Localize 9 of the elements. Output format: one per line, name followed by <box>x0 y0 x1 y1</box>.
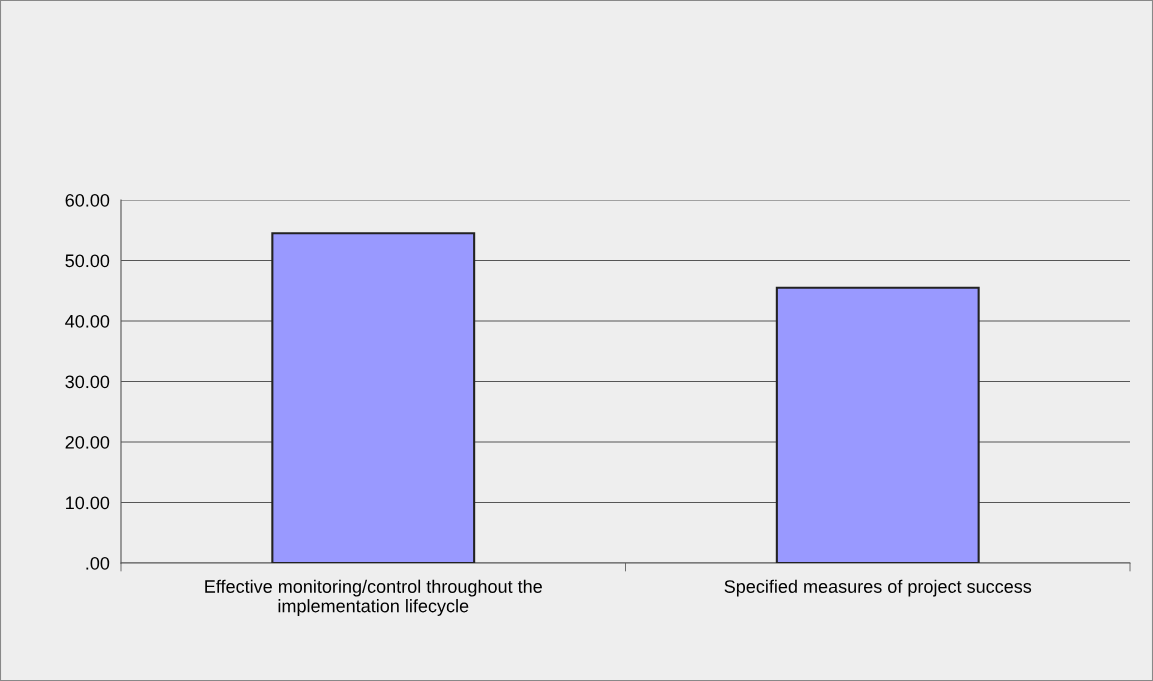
x-tick-label: Specified measures of project success <box>724 579 1032 597</box>
y-tick-label: 20.00 <box>65 435 110 449</box>
y-tick-label: 10.00 <box>66 496 110 510</box>
x-tick-label: Effective monitoring/control throughout the implementation lifecycle <box>205 579 542 616</box>
y-tick-label: .00 <box>86 556 110 570</box>
y-tick-label: 50.00 <box>65 254 110 268</box>
y-tick-label: 30.00 <box>65 375 110 389</box>
y-tick-label: 60.00 <box>65 193 110 207</box>
y-tick-label: 40.00 <box>65 314 110 328</box>
